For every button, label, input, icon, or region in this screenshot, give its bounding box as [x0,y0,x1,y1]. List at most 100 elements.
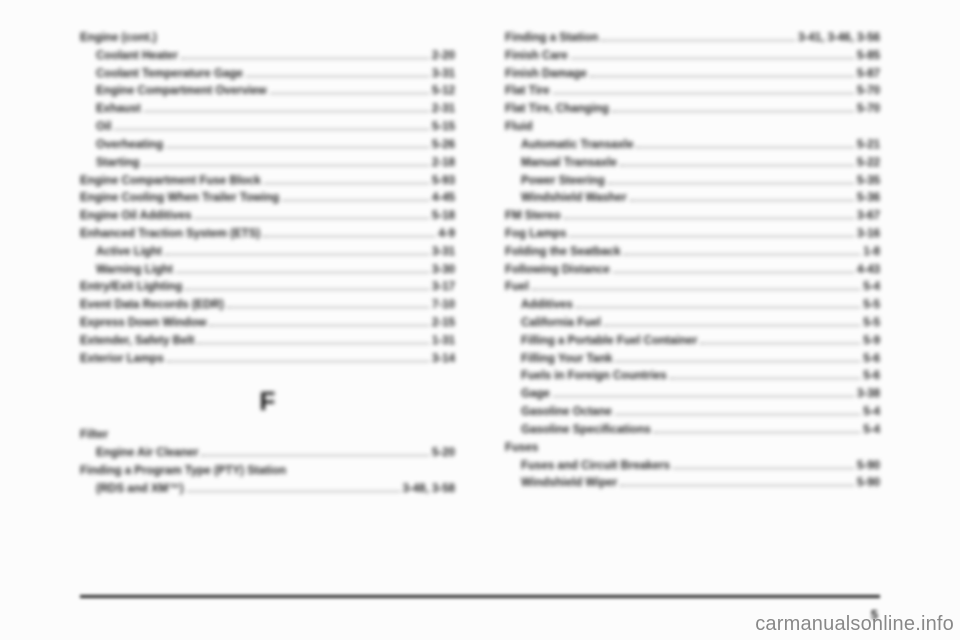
entry-page: 5-85 [857,48,880,66]
entry-page: 5-4 [863,422,880,440]
index-entry: (RDS and XM™)3-48, 3-58 [80,481,455,499]
leader-dots [569,236,854,237]
entry-label: Engine Oil Additives [80,208,191,226]
leader-dots [246,76,429,77]
index-entry: Gasoline Octane5-4 [505,404,880,422]
entry-page: 3-48, 3-58 [403,481,455,499]
entry-label: Additives [505,297,573,315]
index-entry: Windshield Washer5-36 [505,190,880,208]
index-entry: Flat Tire, Changing5-70 [505,101,880,119]
entry-label: Windshield Wiper [505,475,617,493]
entry-page: 7-10 [432,297,455,315]
leader-dots [670,378,861,379]
leader-dots [194,218,429,219]
leader-dots [227,307,429,308]
entry-page: 2-31 [432,101,455,119]
entry-label: Fuses [505,440,538,458]
entry-label: Fuses and Circuit Breakers [505,458,670,476]
entry-page: 5-18 [432,208,455,226]
entry-label: Exhaust [80,101,141,119]
entry-page: 3-17 [432,279,455,297]
leader-dots [613,272,854,273]
index-entry: Manual Transaxle5-22 [505,155,880,173]
leader-dots [167,361,429,362]
entry-page: 5-4 [863,279,880,297]
entry-label: Gasoline Octane [505,404,612,422]
entry-page: 4-43 [857,262,880,280]
index-entry: Finish Care 5-85 [505,48,880,66]
right-column: Finding a Station3-41, 3-46, 3-56Finish … [505,30,880,499]
entry-page: 3-30 [432,262,455,280]
entry-label: Extender, Safety Belt [80,333,194,351]
entry-page: 3-38 [857,386,880,404]
leader-dots [176,272,429,273]
entry-label: Power Steering [505,173,605,191]
entry-label: Filter [80,427,108,445]
index-entry: Event Data Records (EDR)7-10 [80,297,455,315]
entry-label: Finish Care [505,48,568,66]
index-entry: Coolant Temperature Gage3-31 [80,66,455,84]
index-columns: Engine (cont.)Coolant Heater2-20Coolant … [80,30,880,499]
leader-dots [571,58,854,59]
entry-label: Filling Your Tank [505,351,612,369]
index-entry: Gasoline Specifications5-4 [505,422,880,440]
entry-page: 1-8 [863,244,880,262]
index-entry: Engine Compartment Overview 5-12 [80,83,455,101]
index-entry: Engine Cooling When Trailer Towing4-45 [80,190,455,208]
entry-page: 3-41, 3-46, 3-56 [798,30,880,48]
leader-dots [615,361,860,362]
entry-label: Engine Compartment Overview [80,83,267,101]
leader-dots [144,111,429,112]
entry-label: Active Light [80,244,162,262]
index-entry: Finish Damage5-87 [505,66,880,84]
entry-label: Finding a Program Type (PTY) Station [80,463,286,481]
index-entry: Fuel5-4 [505,279,880,297]
entry-label: Fuels in Foreign Countries [505,368,667,386]
leader-dots [615,414,861,415]
index-entry: Following Distance4-43 [505,262,880,280]
leader-dots [612,111,854,112]
index-entry: Active Light3-31 [80,244,455,262]
index-entry: Filling a Portable Fuel Container5-9 [505,333,880,351]
entry-label: Folding the Seatback [505,244,621,262]
index-entry: Power Steering5-35 [505,173,880,191]
entry-page: 5-12 [432,83,455,101]
leader-dots [608,183,854,184]
index-entry: Oil5-15 [80,119,455,137]
index-entry: Overheating5-26 [80,137,455,155]
leader-dots [187,491,400,492]
index-entry: Automatic Transaxle5-21 [505,137,880,155]
index-page: Engine (cont.)Coolant Heater2-20Coolant … [80,30,880,590]
entry-page: 5-93 [432,173,455,191]
entry-label: Express Down Window [80,315,206,333]
index-entry: FM Stereo3-67 [505,208,880,226]
entry-page: 5-6 [863,351,880,369]
entry-page: 5-90 [857,475,880,493]
leader-dots [532,289,861,290]
leader-dots [282,200,429,201]
index-entry: Gage3-38 [505,386,880,404]
entry-label: Automatic Transaxle [505,137,633,155]
leader-dots [620,165,854,166]
entry-page: 5-9 [863,333,880,351]
entry-page: 4-9 [438,226,455,244]
entry-label: Windshield Washer [505,190,627,208]
entry-label: Coolant Heater [80,48,178,66]
entry-label: FM Stereo [505,208,561,226]
entry-label: Warning Light [80,262,173,280]
entry-label: Exterior Lamps [80,351,164,369]
entry-page: 2-18 [432,155,455,173]
leader-dots [142,165,429,166]
entry-page: 5-15 [432,119,455,137]
leader-dots [553,93,854,94]
leader-dots [673,468,854,469]
index-entry: Exterior Lamps3-14 [80,351,455,369]
index-entry: Finding a Station3-41, 3-46, 3-56 [505,30,880,48]
index-entry: Engine Compartment Fuse Block5-93 [80,173,455,191]
index-entry: Filter [80,427,455,445]
entry-label: Fog Lamps [505,226,566,244]
leader-dots [270,93,429,94]
index-entry: Fog Lamps3-16 [505,226,880,244]
index-entry: Filling Your Tank 5-6 [505,351,880,369]
index-entry: Starting2-18 [80,155,455,173]
